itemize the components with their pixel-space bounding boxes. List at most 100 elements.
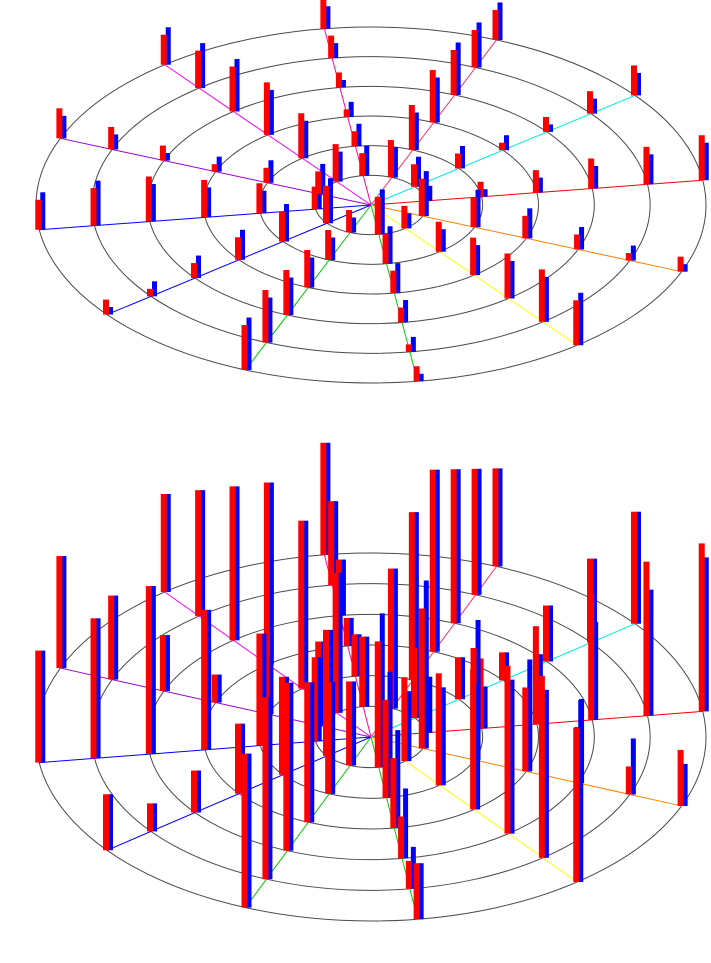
bar-blue-s2-r5 [630, 738, 636, 795]
bar-red-s5-r4 [283, 682, 290, 851]
bar-red-s4-r1 [374, 641, 381, 768]
bar-blue-s6-r5 [152, 803, 158, 832]
bar-red-s3-r1 [401, 677, 408, 762]
bar-red-s6-r3 [235, 723, 242, 794]
bar-blue-s3-r5 [543, 276, 549, 322]
bar-red-s2-r3 [522, 215, 529, 239]
bar-blue-s7-r2 [261, 633, 267, 746]
bar-blue-s12-r2 [459, 657, 465, 700]
bar-blue-s12-r1 [415, 648, 421, 719]
bar-red-s2-r5 [625, 253, 632, 261]
bar-blue-s10-r2 [356, 634, 362, 677]
bar-blue-s10-r3 [348, 101, 354, 117]
bar-blue-s11-r4 [455, 469, 461, 624]
bar-blue-s12-r4 [547, 605, 553, 662]
bar-blue-s11-r5 [476, 468, 482, 595]
bar-red-s12-r3 [498, 652, 505, 681]
bar-red-s8-r2 [263, 167, 270, 183]
bar-red-s11-r4 [450, 49, 457, 95]
bar-red-s12-r5 [586, 91, 593, 114]
bar-red-s7-r1 [311, 657, 318, 742]
bar-red-s5-r6 [241, 325, 248, 371]
bar-blue-s10-r1 [364, 145, 370, 176]
bar-blue-s3-r6 [578, 699, 584, 882]
bar-blue-s10-r5 [333, 43, 339, 59]
bar-red-s5-r2 [325, 681, 332, 794]
bar-red-s10-r2 [351, 131, 358, 147]
bar-blue-s2-r3 [527, 208, 533, 239]
bar-blue-s8-r1 [320, 641, 326, 726]
bar-blue-s4-r4 [403, 300, 409, 323]
bar-red-s5-r2 [325, 230, 332, 261]
bar-blue-s2-r1 [423, 171, 429, 217]
bar-blue-s9-r1 [337, 572, 343, 713]
bar-red-s12-r2 [454, 153, 461, 169]
bar-blue-s4-r5 [410, 336, 416, 352]
bar-blue-s10-r3 [348, 617, 354, 646]
bar-red-s7-r5 [90, 618, 97, 759]
bar-blue-s1-r6 [703, 142, 709, 181]
bar-red-s2-r2 [470, 197, 477, 228]
bar-red-s12-r1 [410, 648, 417, 719]
bar-red-s11-r1 [387, 568, 394, 709]
bar-blue-s7-r1 [316, 194, 322, 210]
bar-red-s10-r6 [320, 0, 327, 29]
bar-red-s6-r5 [147, 288, 154, 297]
bar-red-s4-r2 [382, 699, 389, 798]
bar-red-s10-r5 [328, 35, 335, 59]
bar-blue-s3-r4 [509, 679, 515, 834]
bar-red-s9-r5 [195, 50, 202, 89]
bar-blue-s8-r4 [164, 635, 170, 692]
bar-blue-s5-r5 [267, 697, 273, 880]
bar-red-s11-r3 [429, 69, 436, 123]
bar-red-s12-r4 [542, 116, 549, 132]
bar-blue-s7-r3 [206, 609, 212, 750]
bar-red-s4-r3 [390, 270, 397, 294]
bar-blue-s10-r4 [340, 559, 346, 616]
bar-red-s1-r5 [643, 561, 650, 716]
bar-red-s5-r3 [304, 250, 311, 288]
bar-blue-s11-r3 [434, 77, 440, 123]
bar-red-s3-r6 [573, 300, 580, 346]
bar-blue-s2-r3 [527, 659, 533, 772]
bar-blue-s4-r5 [410, 846, 416, 889]
bar-red-s1-r6 [698, 135, 705, 181]
bar-red-s2-r4 [574, 234, 581, 250]
bar-red-s1-r4 [588, 158, 595, 189]
bar-red-s4-r5 [405, 860, 412, 889]
bar-blue-s5-r6 [246, 317, 252, 371]
bar-red-s8-r1 [315, 171, 322, 194]
bar-blue-s1-r2 [482, 686, 488, 729]
bar-blue-s9-r1 [337, 151, 343, 182]
bar-red-s1-r2 [477, 658, 484, 729]
bar-blue-s6-r6 [108, 307, 114, 315]
bar-red-s3-r4 [504, 253, 511, 299]
bar-blue-s4-r1 [379, 613, 385, 768]
bar-red-s9-r3 [263, 82, 270, 135]
bar-red-s8-r3 [211, 674, 218, 703]
bar-blue-s10-r2 [356, 123, 362, 147]
bar-red-s3-r5 [538, 675, 545, 858]
bar-red-s1-r3 [532, 626, 539, 725]
bar-blue-s2-r6 [682, 264, 688, 272]
bar-red-s6-r4 [191, 263, 198, 279]
bar-red-s8-r6 [56, 108, 63, 139]
bar-blue-s7-r4 [150, 184, 156, 222]
bar-blue-s5-r2 [330, 237, 336, 261]
bar-red-s5-r5 [262, 290, 269, 343]
bar-red-s8-r5 [108, 595, 115, 680]
bar-red-s4-r5 [405, 344, 412, 352]
bar-red-s7-r1 [311, 186, 318, 210]
bar-blue-s5-r4 [288, 277, 294, 316]
bar-blue-s1-r2 [482, 189, 488, 197]
bar-blue-s3-r5 [543, 689, 549, 858]
bar-blue-s9-r6 [165, 27, 171, 65]
bar-blue-s6-r4 [196, 770, 202, 813]
bar-red-s10-r3 [343, 617, 350, 646]
bar-red-s7-r6 [35, 650, 42, 763]
bar-blue-s9-r3 [268, 89, 274, 135]
bar-red-s2-r1 [418, 178, 425, 217]
bar-red-s3-r3 [470, 669, 477, 810]
bar-blue-s11-r2 [413, 512, 419, 681]
bar-blue-s1-r3 [537, 177, 543, 193]
